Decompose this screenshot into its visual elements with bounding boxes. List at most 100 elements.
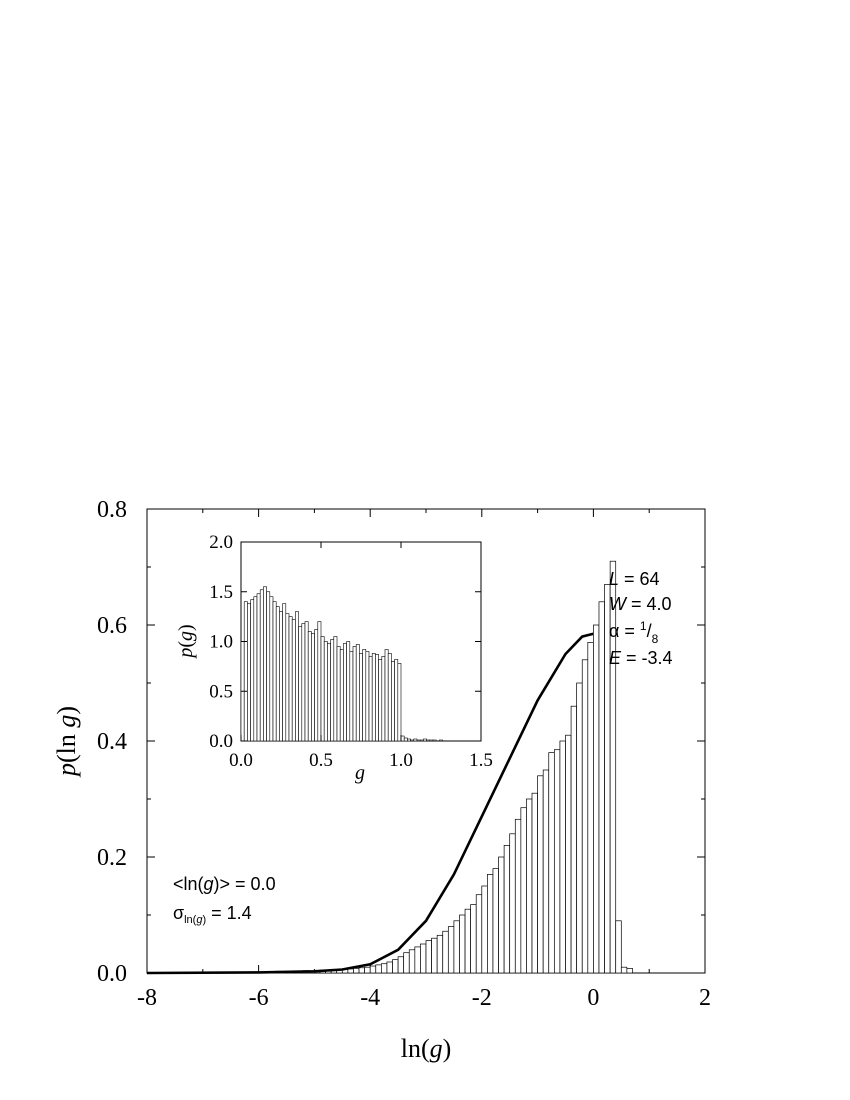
main-histogram-bar <box>559 740 566 974</box>
inset-y-tick-label: 1.5 <box>209 582 233 603</box>
main-histogram-bar <box>464 908 471 974</box>
inset-histogram-bar <box>384 649 389 742</box>
inset-histogram-bar <box>285 613 290 742</box>
inset-histogram-bar <box>343 643 347 742</box>
main-histogram-bar <box>397 956 405 974</box>
main-histogram-bar <box>392 959 399 974</box>
main-histogram-bar <box>492 868 499 974</box>
main-y-tick-label: 0.4 <box>97 729 127 755</box>
main-axis-ticks: -8 -6 -4 -2 0 2 0.0 0.2 0.4 0.6 0.8 <box>97 497 711 1011</box>
inset-histogram-bar <box>327 643 331 742</box>
main-histogram-bar <box>553 749 561 974</box>
main-histogram-bar <box>487 874 494 974</box>
main-histogram-bar <box>442 930 449 974</box>
annotation-L: L = 64 <box>609 569 660 589</box>
inset-histogram-bar <box>288 616 293 742</box>
inset-histogram-bar <box>333 636 338 742</box>
main-histogram-bar <box>375 964 382 974</box>
inset-x-axis-title: g <box>355 762 365 784</box>
main-histogram-bar <box>615 920 622 974</box>
main-histogram-bar <box>420 943 427 974</box>
inset-x-tick-label: 1.5 <box>469 750 493 771</box>
inset-histogram-bar <box>247 603 251 742</box>
main-histogram <box>235 560 633 974</box>
inset-histogram-bar <box>410 739 415 742</box>
main-histogram-bar <box>565 734 572 974</box>
main-histogram-bar <box>609 560 617 974</box>
main-x-tick-label: -2 <box>472 985 492 1011</box>
inset-histogram-bar <box>275 606 280 742</box>
main-histogram-bar <box>570 705 578 974</box>
inset-histogram-bar <box>423 738 427 742</box>
inset-histogram-bar <box>378 659 383 742</box>
main-histogram-bar <box>537 775 544 974</box>
inset-histogram <box>240 586 443 742</box>
main-x-tick-label: -8 <box>137 985 157 1011</box>
main-histogram-bar <box>386 961 393 974</box>
inset-histogram-bar <box>272 601 277 742</box>
main-histogram-bar <box>369 965 377 974</box>
main-histogram-bar <box>581 659 589 974</box>
main-histogram-bar <box>470 904 477 974</box>
inset-x-tick-label: 0.0 <box>229 750 253 771</box>
inset-histogram-bar <box>263 586 267 742</box>
inset-y-tick-label: 1.0 <box>209 632 233 653</box>
inset-histogram-bar <box>314 629 319 742</box>
main-histogram-bar <box>498 856 505 974</box>
inset-histogram-bar <box>243 601 248 742</box>
main-y-axis-title: p(ln g) <box>52 706 81 778</box>
inset-histogram-bar <box>301 623 306 742</box>
main-x-tick-label: 0 <box>587 985 599 1011</box>
inset-histogram-bar <box>339 649 344 742</box>
main-histogram-bar <box>542 769 550 974</box>
inset-histogram-bar <box>279 611 283 742</box>
inset-y-axis-title: p(g) <box>175 624 197 659</box>
inset-histogram-bar <box>413 738 418 742</box>
main-histogram-bar <box>459 914 466 974</box>
main-histogram-bar <box>436 934 444 974</box>
main-histogram-bar <box>453 920 460 974</box>
annotation-mean: <ln(g)> = 0.0 <box>173 874 276 894</box>
inset-histogram-bar <box>304 621 309 742</box>
annotation-E: E = -3.4 <box>609 648 673 668</box>
main-histogram-bar <box>364 966 371 974</box>
main-x-axis-title: ln(g) <box>401 1034 452 1063</box>
main-histogram-bar <box>548 752 555 974</box>
main-histogram-bar <box>598 601 605 974</box>
main-histogram-bar <box>520 807 527 974</box>
inset-histogram-bar <box>323 641 328 742</box>
main-x-tick-label: -4 <box>360 985 380 1011</box>
inset-histogram-bar <box>355 644 360 742</box>
main-y-tick-label: 0.6 <box>97 613 127 639</box>
inset-histogram-bar <box>311 633 315 742</box>
main-histogram-bar <box>526 798 533 974</box>
inset-histogram-bar <box>259 589 264 742</box>
inset-axis-ticks: 0.0 0.5 1.0 1.5 0.0 0.5 1.0 1.5 2.0 <box>209 532 493 771</box>
main-histogram-bar <box>514 818 522 974</box>
main-histogram-bar <box>593 624 600 974</box>
main-histogram-bar <box>425 940 432 974</box>
inset-histogram-bar <box>291 619 296 742</box>
inset-x-tick-label: 0.5 <box>309 750 333 771</box>
inset-histogram-bar <box>330 639 335 742</box>
annotation-sigma: σln(g) = 1.4 <box>173 903 252 926</box>
inset-histogram-bar <box>282 603 287 742</box>
inset-histogram-bar <box>250 599 255 742</box>
main-y-tick-label: 0.0 <box>97 961 127 987</box>
main-histogram-bar <box>531 792 538 974</box>
inset-histogram-bar <box>419 739 424 742</box>
fit-curve <box>146 632 594 975</box>
main-histogram-bar <box>381 963 388 974</box>
main-histogram-bar <box>481 885 488 974</box>
inset-y-tick-label: 0.5 <box>209 681 233 702</box>
main-x-tick-label: 2 <box>699 985 711 1011</box>
inset-histogram-bar <box>336 646 341 742</box>
inset-histogram-bar <box>362 649 367 742</box>
main-histogram-bar <box>447 926 455 974</box>
inset-histogram-bar <box>295 611 299 742</box>
inset-histogram-bar <box>266 591 271 742</box>
inset-x-tick-label: 1.0 <box>389 750 413 771</box>
inset-histogram-bar <box>403 737 408 742</box>
inset-histogram-bar <box>298 626 303 742</box>
